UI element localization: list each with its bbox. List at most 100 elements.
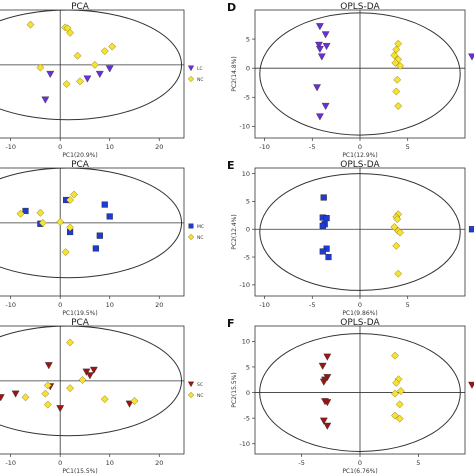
data-point [323,399,332,407]
panel-b: PCA -10 0 10 20 PC1(19.5%) MC NC [0,160,204,317]
data-point [21,393,30,402]
data-point [92,245,99,252]
data-point [96,232,103,239]
data-point [44,362,53,370]
x-axis-label: PC1(9.86%) [342,310,377,317]
panel-e: OPLS-DA E -10 -5 0 5 -10 -5 0 5 10 PC1(9.86%) PC2(12… [227,159,474,317]
data-point [66,28,75,37]
series-sc [0,362,134,413]
plot-area [0,10,184,138]
data-point [396,228,405,237]
x-axis-label: PC1(19.5%) [62,310,97,317]
panel-title: OPLS-DA [340,2,380,12]
legend-marker [187,75,195,83]
data-point [73,51,82,60]
panel-title: OPLS-DA [340,318,380,328]
x-tick-label: 0 [358,301,362,309]
y-tick-label: -10 [239,123,250,131]
data-point [66,196,75,204]
data-point [66,338,75,347]
data-point [392,45,401,54]
data-point [85,372,94,380]
x-tick-label: 5 [406,143,410,151]
data-point [396,61,405,70]
y-tick-label: 5 [246,35,250,43]
legend-label: MC [197,224,204,230]
data-point [321,102,330,111]
x-tick-label: 0 [58,301,62,309]
x-axis-label: PC1(6.76%) [342,468,377,474]
x-axis-label: PC1(20.9%) [62,152,97,159]
data-point [395,400,404,409]
series-nc [26,20,117,89]
x-tick-label: 5 [406,301,410,309]
data-point [393,215,402,224]
data-point [325,253,332,261]
legend-label: LC [197,66,203,72]
panel-c: PCA -10 0 10 20 PC1(15.5%) SC NC [0,318,204,474]
data-point [396,387,405,395]
x-axis-label: PC1(15.5%) [62,468,97,474]
x-tick-label: -10 [5,459,16,467]
data-point [95,70,104,79]
data-point [320,194,327,201]
data-point [393,75,402,84]
data-point [83,75,92,83]
data-point [105,65,114,73]
data-point [391,58,400,67]
data-point [392,378,401,387]
panel-title: PCA [71,160,90,170]
data-point [89,366,98,374]
data-point [317,53,326,61]
data-point [61,248,70,257]
x-axis-label: PC1(12.9%) [342,152,377,159]
series-mc [22,196,113,252]
legend-marker [187,381,195,388]
x-tick-label: 0 [358,459,362,467]
data-point [100,47,109,56]
data-point [315,45,324,53]
y-tick-label: -5 [244,94,250,102]
data-point [394,102,403,110]
data-point [100,395,109,404]
panel-title: PCA [71,318,90,328]
x-tick-label: 10 [106,301,114,309]
data-point [36,208,45,217]
legend-label: NC [197,235,204,241]
data-point [315,113,324,121]
x-tick-label: -10 [259,301,270,309]
x-tick-label: 0 [358,143,362,151]
data-point [319,248,326,255]
data-point [66,223,75,232]
x-tick-label: -5 [309,143,315,151]
data-point [318,362,327,370]
data-point [315,41,323,49]
panel-a: PCA -10 0 10 20 PC1(20.9%) LC NC [0,2,204,159]
data-point [22,207,29,215]
x-tick-label: -10 [5,143,16,151]
y-tick-label: 10 [242,170,250,178]
panel-letter: E [227,159,235,172]
data-point [319,417,328,425]
series-nc [391,351,405,423]
x-tick-label: 10 [106,143,114,151]
y-tick-label: 5 [246,363,250,371]
data-point [321,31,330,39]
legend-label: SC [197,382,203,388]
y-tick-label: -10 [239,281,250,289]
data-point [82,368,91,376]
x-tick-label: 0 [58,143,62,151]
series-nc [390,39,405,110]
panel-letter: F [227,317,235,330]
data-point [41,389,50,398]
legend-marker [187,65,195,72]
data-point [78,375,87,384]
y-axis-label: PC2(12.4%) [231,214,238,249]
data-point [319,222,326,229]
data-point [392,87,401,96]
x-tick-label: 10 [106,459,114,467]
panel-letter: D [227,1,236,14]
series-nc [16,190,79,257]
data-point [391,389,399,398]
data-point [319,378,328,386]
